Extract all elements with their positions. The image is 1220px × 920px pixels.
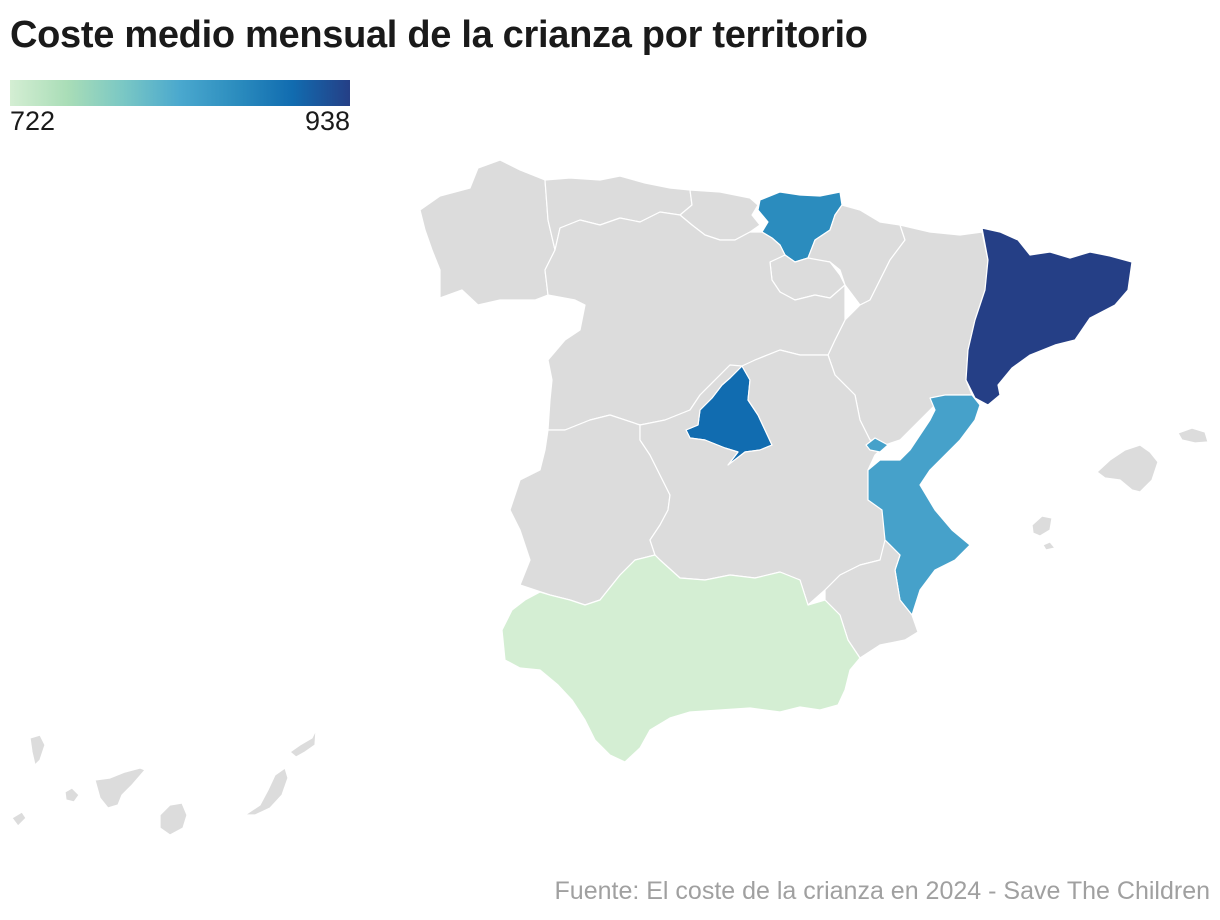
region-castilla-y-leon[interactable] <box>544 211 846 431</box>
region-la-gomera[interactable] <box>64 787 80 803</box>
region-fuerteventura[interactable] <box>244 767 289 816</box>
legend-max-label: 938 <box>304 106 350 136</box>
region-el-hierro[interactable] <box>11 811 27 827</box>
source-note: Fuente: El coste de la crianza en 2024 -… <box>554 877 1210 905</box>
region-valenciana[interactable] <box>867 394 981 616</box>
region-galicia[interactable] <box>419 159 556 306</box>
map-title: Coste medio mensual de la crianza por te… <box>10 14 868 56</box>
legend-min-label: 722 <box>10 106 56 136</box>
region-tenerife[interactable] <box>94 767 146 809</box>
region-ibiza[interactable] <box>1031 515 1053 537</box>
legend-gradient-bar <box>10 80 350 106</box>
region-valenciana-enclave[interactable] <box>865 437 889 453</box>
region-navarra[interactable] <box>807 204 906 306</box>
region-gran-canaria[interactable] <box>159 802 188 836</box>
color-legend: 722 938 <box>10 80 350 136</box>
region-formentera[interactable] <box>1042 541 1056 551</box>
region-la-palma[interactable] <box>29 734 46 766</box>
region-andalucia[interactable] <box>501 554 861 763</box>
region-lanzarote[interactable] <box>289 729 317 758</box>
region-menorca[interactable] <box>1177 427 1209 444</box>
region-mallorca[interactable] <box>1096 444 1159 493</box>
region-cataluna[interactable] <box>965 227 1133 406</box>
